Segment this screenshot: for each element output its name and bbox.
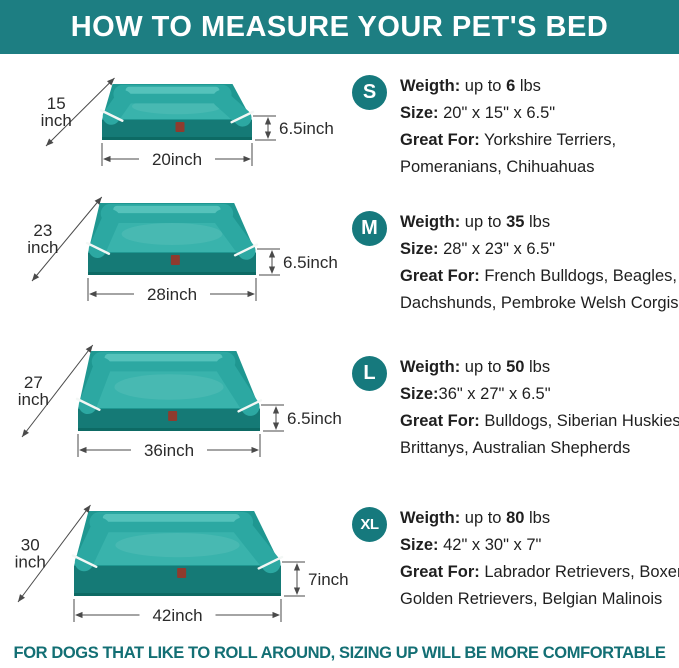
height-label: 6.5inch [283,253,338,272]
weight-line: Weigth: up to 35 lbs [400,213,551,231]
pet-bed-drawing [71,511,284,596]
size-row-l: 27 inch 36inch 6.5inch L Weigth: up to 50 l… [0,335,679,497]
weight-line: Weigth: up to 80 lbs [400,509,551,527]
depth-label: 30 [21,536,40,555]
size-details-xl: Weigth: up to 80 lbs Size: 42" x 30" x 7… [400,505,679,613]
bed-figure-m: 23 inch 28inch 6.5inch [0,185,352,321]
great-for-line: Great For: French Bulldogs, Beagles, Dac… [400,267,679,312]
depth-unit-label: inch [27,238,58,257]
size-info-s: S Weigth: up to 6 lbs Size: 20" x 15" x … [352,62,679,181]
size-badge-xl: XL [352,507,387,542]
depth-label: 15 [47,94,66,113]
size-details-l: Weigth: up to 50 lbs Size:36" x 27" x 6.… [400,354,679,462]
height-label: 6.5inch [287,409,342,428]
height-label: 6.5inch [279,119,334,138]
bed-figure-xl: 30 inch 42inch 7inch [0,497,352,642]
size-badge-l: L [352,356,387,391]
size-row-m: 23 inch 28inch 6.5inch M Weigth: up to 35 l… [0,185,679,335]
header-banner: HOW TO MEASURE YOUR PET'S BED [0,0,679,54]
size-badge-m: M [352,211,387,246]
size-row-s: 15 inch 20inch 6.5inch S Weigth: up to 6 lb… [0,62,679,185]
depth-label: 23 [33,221,52,240]
great-for-line: Great For: Bulldogs, Siberian Huskies, B… [400,412,679,457]
page-title: HOW TO MEASURE YOUR PET'S BED [70,10,609,43]
width-label: 20inch [152,150,202,169]
size-info-m: M Weigth: up to 35 lbs Size: 28" x 23" x… [352,185,679,317]
great-for-line: Great For: Yorkshire Terriers, Pomerania… [400,131,621,176]
size-row-xl: 30 inch 42inch 7inch XL Weigth: up to 80 lb… [0,497,679,642]
height-label: 7inch [308,570,349,589]
width-label: 42inch [152,606,202,625]
pet-bed-drawing [85,203,259,275]
great-for-line: Great For: Labrador Retrievers, Boxers, … [400,563,679,608]
size-details-m: Weigth: up to 35 lbs Size: 28" x 23" x 6… [400,209,679,317]
bed-figure-s: 15 inch 20inch 6.5inch [0,62,352,186]
width-label: 36inch [144,441,194,460]
size-badge-s: S [352,75,387,110]
size-line: Size:36" x 27" x 6.5" [400,385,551,403]
pet-bed-drawing [75,351,263,431]
depth-unit-label: inch [18,390,49,409]
bed-figure-l: 27 inch 36inch 6.5inch [0,335,352,477]
weight-line: Weigth: up to 6 lbs [400,77,541,95]
size-line: Size: 28" x 23" x 6.5" [400,240,556,258]
size-info-xl: XL Weigth: up to 80 lbs Size: 42" x 30" … [352,497,679,613]
size-guide: 15 inch 20inch 6.5inch S Weigth: up to 6 lb… [0,54,679,642]
weight-line: Weigth: up to 50 lbs [400,358,551,376]
depth-label: 27 [24,373,43,392]
size-line: Size: 42" x 30" x 7" [400,536,542,554]
footer-note: FOR DOGS THAT LIKE TO ROLL AROUND, SIZIN… [13,644,666,662]
depth-unit-label: inch [15,553,46,572]
width-label: 28inch [147,285,197,304]
depth-unit-label: inch [41,111,72,130]
size-details-s: Weigth: up to 6 lbs Size: 20" x 15" x 6.… [400,73,679,181]
size-info-l: L Weigth: up to 50 lbs Size:36" x 27" x … [352,335,679,462]
size-line: Size: 20" x 15" x 6.5" [400,104,556,122]
pet-bed-drawing [99,84,255,140]
